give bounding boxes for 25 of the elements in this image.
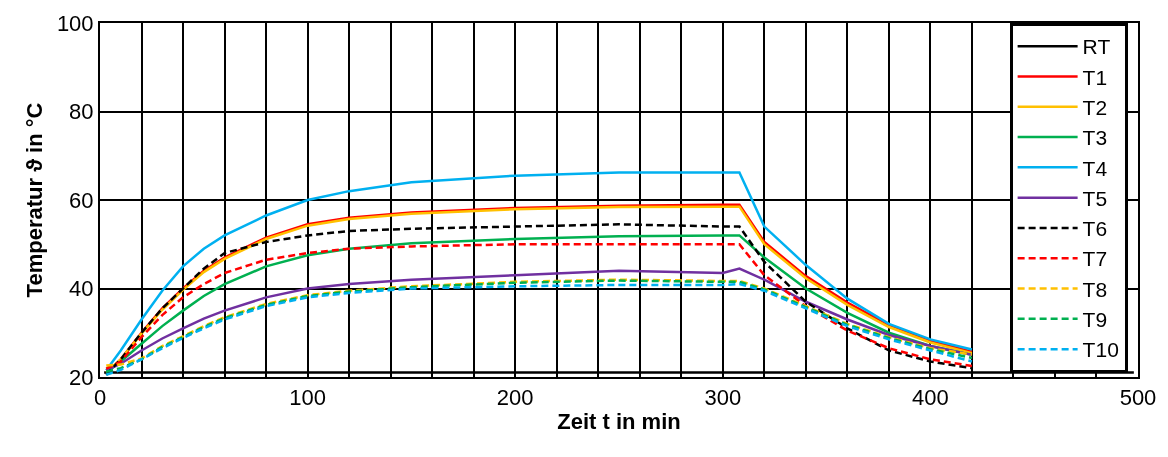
legend-label: T6 <box>1082 217 1108 241</box>
y-tick-label: 20 <box>69 364 94 390</box>
legend-label: T2 <box>1082 95 1108 119</box>
y-tick-label: 100 <box>56 10 94 36</box>
legend-label: T4 <box>1082 156 1108 180</box>
legend-label: T1 <box>1082 65 1108 89</box>
y-tick-label: 60 <box>69 187 94 213</box>
y-tick-label: 80 <box>69 99 94 125</box>
x-tick-label: 0 <box>93 385 107 411</box>
x-tick-label: 400 <box>912 385 949 411</box>
line-series <box>104 171 974 372</box>
x-tick-label: 300 <box>704 385 742 411</box>
legend-label: T10 <box>1082 338 1119 362</box>
x-tick-label: 200 <box>496 385 534 411</box>
x-tick-label: 500 <box>1119 385 1157 411</box>
legend-label: T8 <box>1082 277 1108 301</box>
legend-label: T3 <box>1082 126 1108 150</box>
x-tick-label: 100 <box>289 385 326 411</box>
legend-label: T5 <box>1082 186 1108 210</box>
x-axis-title: Zeit t in min <box>557 408 681 434</box>
legend-label: T9 <box>1082 308 1108 332</box>
y-axis-title: Temperatur ϑ in °C <box>22 102 48 298</box>
y-tick-label: 40 <box>69 276 94 302</box>
legend-label: RT <box>1082 35 1111 59</box>
legend-label: T7 <box>1082 247 1108 271</box>
